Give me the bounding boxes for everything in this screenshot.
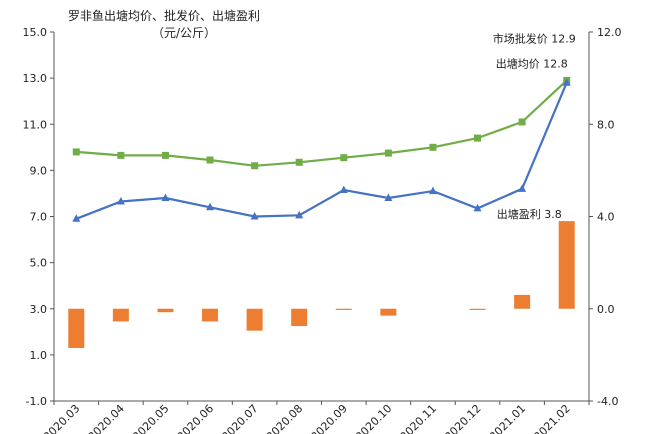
right-tick-label: 4.0: [597, 211, 615, 224]
marker-市场批发价-2020.06: [206, 156, 214, 164]
bar-2021.02: [558, 221, 575, 309]
left-tick-label: 7.0: [30, 211, 48, 224]
right-tick-label: 12.0: [597, 26, 622, 39]
right-tick-label: -4.0: [597, 395, 618, 408]
bar-2020.08: [291, 308, 308, 327]
marker-市场批发价-2020.10: [384, 149, 392, 157]
bar-2020.10: [380, 308, 397, 316]
bar-2020.05: [157, 308, 174, 313]
marker-市场批发价-2020.08: [295, 158, 303, 166]
left-tick-label: 15.0: [23, 26, 48, 39]
left-tick-label: -1.0: [26, 395, 47, 408]
x-tick-label: 2020.11: [398, 402, 439, 434]
line-市场批发价: [76, 79, 568, 167]
marker-出塘均价-2021.01: [518, 184, 527, 192]
chart-subtitle: （元/公斤）: [152, 26, 216, 40]
bar-2020.09: [335, 308, 352, 310]
x-tick-label: 2020.06: [175, 402, 216, 434]
marker-出塘均价-2020.12: [473, 203, 482, 212]
marker-市场批发价-2020.05: [161, 151, 169, 159]
marker-出塘均价-2020.10: [384, 193, 393, 202]
x-tick-label: 2020.10: [353, 402, 394, 434]
marker-市场批发价-2021.01: [518, 118, 526, 126]
annotations: 市场批发价 12.9 出塘均价 12.8 出塘盈利 3.8: [493, 31, 576, 221]
marker-出塘均价-2020.08: [295, 210, 304, 219]
marker-出塘均价-2020.09: [339, 185, 348, 193]
left-tick-label: 13.0: [23, 72, 48, 85]
bar-2020.12: [469, 308, 486, 310]
chart-title: 罗非鱼出塘均价、批发价、出塘盈利: [68, 8, 260, 23]
left-tick-label: 5.0: [30, 257, 48, 270]
right-tick-label: 8.0: [597, 118, 615, 131]
x-tick-label: 2021.01: [487, 402, 528, 434]
marker-出塘均价-2020.11: [428, 186, 437, 195]
marker-出塘均价-2020.06: [206, 202, 215, 211]
line-出塘均价: [75, 82, 568, 220]
marker-市场批发价-2020.11: [429, 143, 437, 151]
marker-市场批发价-2020.07: [251, 162, 259, 170]
marker-出塘均价-2020.04: [116, 197, 125, 205]
marker-出塘均价-2020.03: [72, 214, 81, 222]
marker-出塘均价-2021.02: [562, 78, 571, 86]
annotation-出塘均价: 出塘均价 12.8: [496, 57, 568, 71]
x-tick-label: 2020.05: [130, 402, 171, 434]
marker-市场批发价-2020.04: [117, 151, 125, 159]
x-tick-label: 2020.09: [309, 402, 350, 434]
x-tick-label: 2020.04: [86, 402, 127, 434]
annotation-出塘盈利: 出塘盈利 3.8: [497, 207, 562, 221]
marker-出塘均价-2020.05: [161, 193, 170, 202]
left-tick-label: 3.0: [30, 303, 48, 316]
axes: -1.0 1.0 3.0 5.0 7.0 9.0 11.0 13.0 15.0 -4.0 0.0 4.…: [23, 26, 622, 434]
bar-2020.03: [68, 308, 85, 348]
bar-series: [68, 221, 575, 348]
marker-市场批发价-2020.12: [474, 134, 482, 142]
x-tick-label: 2020.03: [41, 402, 82, 434]
annotation-市场批发价: 市场批发价 12.9: [493, 31, 576, 45]
left-tick-label: 9.0: [30, 164, 48, 177]
marker-市场批发价-2020.03: [72, 148, 80, 156]
bar-2020.07: [246, 308, 263, 331]
bar-2021.01: [514, 294, 531, 309]
bar-2020.06: [202, 308, 219, 322]
line-series: [72, 76, 571, 222]
marker-出塘均价-2020.07: [250, 212, 259, 220]
x-tick-label: 2021.02: [531, 402, 572, 434]
left-tick-label: 1.0: [30, 349, 48, 362]
marker-市场批发价-2020.09: [340, 154, 348, 162]
x-tick-label: 2020.07: [219, 402, 260, 434]
x-tick-label: 2020.12: [442, 402, 483, 434]
bar-2020.04: [112, 308, 129, 322]
left-tick-label: 11.0: [23, 118, 48, 131]
x-tick-label: 2020.08: [264, 402, 305, 434]
right-tick-label: 0.0: [597, 303, 615, 316]
